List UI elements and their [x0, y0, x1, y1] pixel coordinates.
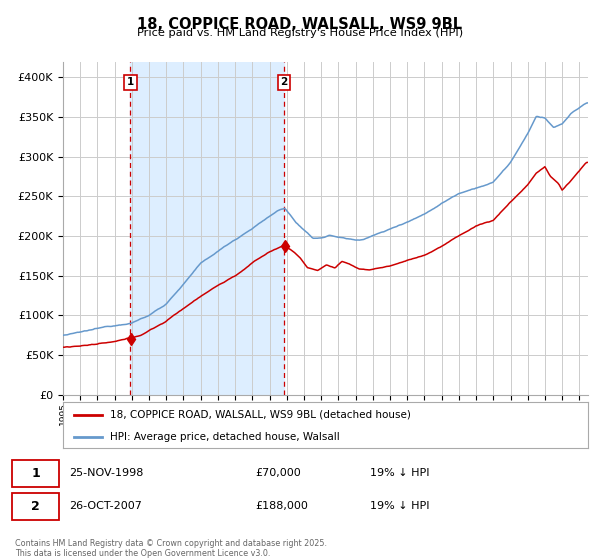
Text: £188,000: £188,000	[256, 501, 308, 511]
Text: Price paid vs. HM Land Registry's House Price Index (HPI): Price paid vs. HM Land Registry's House …	[137, 28, 463, 38]
FancyBboxPatch shape	[12, 493, 59, 520]
Text: HPI: Average price, detached house, Walsall: HPI: Average price, detached house, Wals…	[110, 432, 340, 441]
Text: 25-NOV-1998: 25-NOV-1998	[70, 468, 144, 478]
Text: Contains HM Land Registry data © Crown copyright and database right 2025.
This d: Contains HM Land Registry data © Crown c…	[15, 539, 327, 558]
Text: 18, COPPICE ROAD, WALSALL, WS9 9BL: 18, COPPICE ROAD, WALSALL, WS9 9BL	[137, 17, 463, 32]
Text: 26-OCT-2007: 26-OCT-2007	[70, 501, 142, 511]
Text: 1: 1	[127, 77, 134, 87]
Text: 1: 1	[31, 467, 40, 480]
Text: 19% ↓ HPI: 19% ↓ HPI	[370, 468, 430, 478]
Text: 18, COPPICE ROAD, WALSALL, WS9 9BL (detached house): 18, COPPICE ROAD, WALSALL, WS9 9BL (deta…	[110, 410, 411, 420]
Text: £70,000: £70,000	[256, 468, 301, 478]
Text: 2: 2	[31, 500, 40, 513]
Bar	[130, 62, 284, 395]
Text: 19% ↓ HPI: 19% ↓ HPI	[370, 501, 430, 511]
Text: 2: 2	[280, 77, 287, 87]
FancyBboxPatch shape	[12, 460, 59, 487]
